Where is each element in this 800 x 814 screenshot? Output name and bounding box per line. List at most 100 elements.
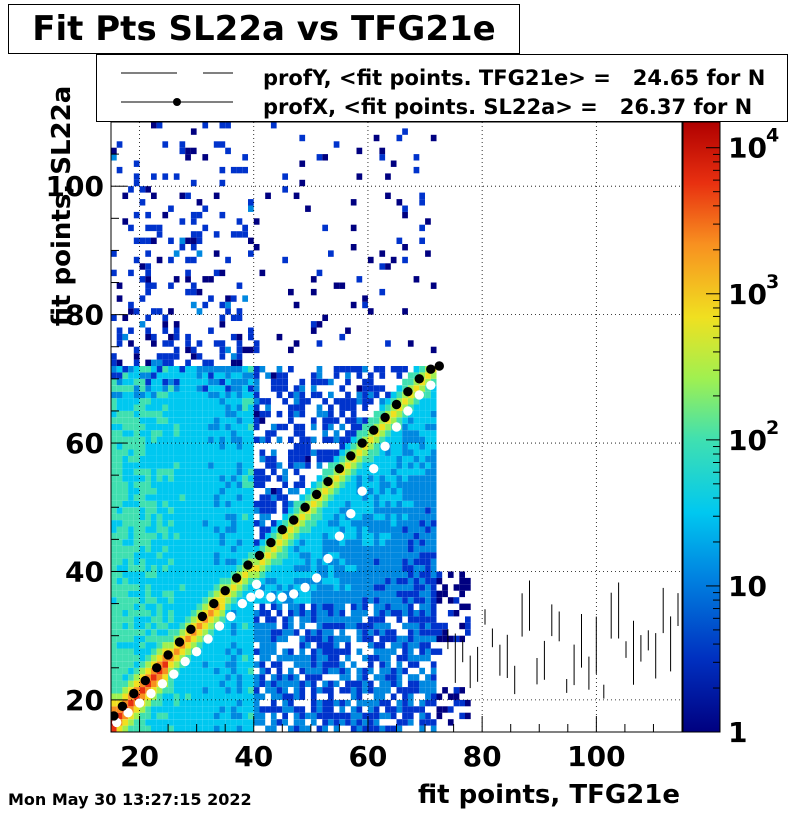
heatmap-cell [151,532,157,540]
heatmap-cell [339,410,346,418]
heatmap-cell [310,507,317,514]
heatmap-cell [162,667,169,675]
heatmap-cell [430,635,437,643]
heatmap-cell [128,186,134,193]
heatmap-cell [139,385,146,392]
heatmap-cell [436,622,443,630]
heatmap-cell [385,706,391,713]
heatmap-cell [162,391,169,399]
heatmap-cell [288,674,294,681]
heatmap-cell [328,610,334,617]
heatmap-cell [162,552,169,559]
heatmap-cell [299,603,306,611]
heatmap-cell [236,552,243,559]
heatmap-cell [419,526,426,533]
heatmap-cell [145,661,152,668]
heatmap-cell [179,494,186,501]
heatmap-cell [133,680,140,688]
heatmap-cell [322,545,329,553]
heatmap-cell [362,712,368,720]
heatmap-cell [310,513,317,521]
heatmap-cell [145,417,152,424]
heatmap-cell [230,648,237,655]
heatmap-cell [248,687,254,694]
heatmap-cell [356,552,363,559]
heatmap-cell [350,693,357,700]
heatmap-cell [373,654,380,662]
heatmap-cell [322,513,329,521]
heatmap-cell [128,552,134,559]
heatmap-cell [407,462,414,469]
heatmap-cell [173,590,180,598]
heatmap-cell [350,558,357,566]
heatmap-cell [430,449,437,456]
heatmap-cell [259,661,266,668]
heatmap-cell [385,391,391,399]
heatmap-cell [179,680,186,688]
heatmap-cell [430,590,437,598]
heatmap-cell [293,706,300,713]
heatmap-cell [230,558,237,566]
heatmap-cell [385,173,391,180]
heatmap-cell [407,629,414,636]
heatmap-cell [259,398,266,405]
heatmap-cell [345,462,351,469]
heatmap-cell [299,455,306,463]
heatmap-cell [225,308,231,315]
heatmap-cell [379,288,386,296]
point-profy [323,553,333,564]
heatmap-cell [436,712,443,720]
heatmap-cell [156,404,163,411]
heatmap-cell [379,610,386,617]
heatmap-cell [379,475,386,482]
heatmap-cell [208,674,214,681]
heatmap-cell [190,346,197,354]
heatmap-cell [208,481,214,489]
heatmap-cell [350,462,357,469]
heatmap-cell [116,443,123,450]
heatmap-cell [282,699,289,707]
heatmap-cell [316,635,323,643]
heatmap-cell [419,667,426,675]
heatmap-cell [111,526,117,533]
heatmap-cell [236,462,243,469]
heatmap-cell [265,648,271,655]
heatmap-cell [151,417,157,424]
heatmap-cell [230,513,237,521]
heatmap-cell [310,699,317,707]
heatmap-cell [356,462,363,469]
heatmap-cell [111,513,117,521]
heatmap-cell [419,500,426,508]
heatmap-cell [288,629,294,636]
heatmap-cell [288,449,294,456]
heatmap-cell [145,366,152,373]
heatmap-cell [156,359,163,367]
heatmap-cell [339,687,346,694]
heatmap-cell [345,327,351,334]
heatmap-cell [248,366,254,373]
heatmap-cell [276,436,283,444]
heatmap-cell [413,276,420,283]
heatmap-cell [230,430,237,437]
point-profy [134,698,145,708]
heatmap-cell [248,654,254,662]
heatmap-cell [328,423,334,431]
heatmap-cell [111,577,117,585]
heatmap-cell [116,507,123,514]
heatmap-cell [230,565,237,572]
heatmap-cell [179,539,186,546]
heatmap-cell [367,725,374,732]
heatmap-cell [116,654,123,662]
heatmap-cell [151,513,157,521]
heatmap-cell [179,481,186,489]
heatmap-cell [430,398,437,405]
heatmap-cell [236,443,243,450]
heatmap-cell [413,539,420,546]
heatmap-cell [225,346,231,354]
legend-label-profx: profX, <fit points. SL22a> = 26.37 for N [263,95,753,119]
heatmap-cell [213,443,220,450]
heatmap-cell [385,539,391,546]
heatmap-cell [162,443,169,450]
heatmap-cell [230,462,237,469]
heatmap-cell [128,539,134,546]
